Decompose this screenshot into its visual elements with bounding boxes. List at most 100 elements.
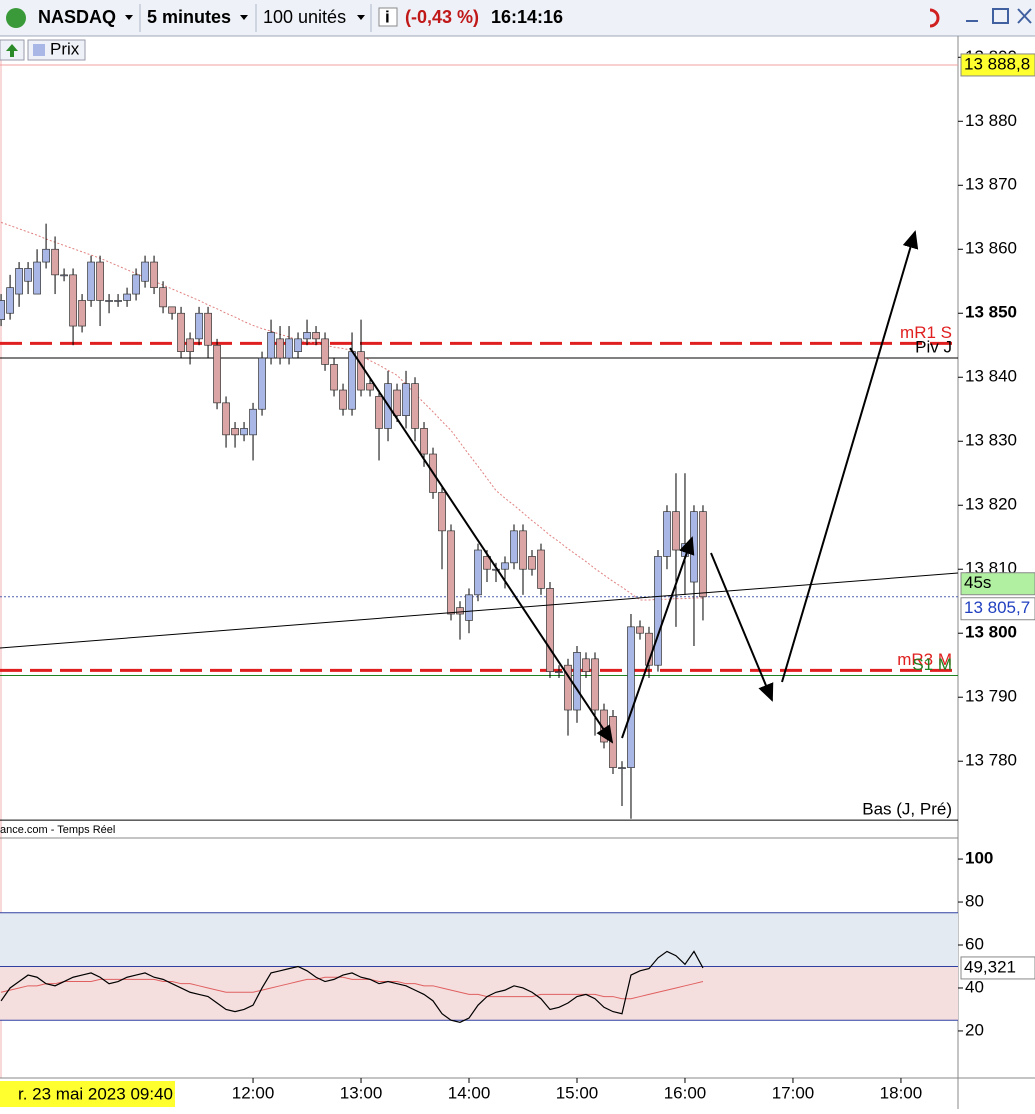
legend-label: Prix [50,39,80,58]
candle-body [537,549,545,589]
candle-body [222,402,230,436]
candle-body [627,626,635,768]
candle-body [465,594,473,621]
candle-body [447,530,455,615]
candle-body [618,767,626,769]
upper-zone [0,912,958,967]
app-icon[interactable] [6,8,26,28]
candle-body [78,300,86,327]
candle-body [528,556,536,570]
candle-body [357,351,365,391]
candle-body [105,300,113,302]
y-tick-label: 13 780 [965,751,1017,770]
y-tick-label: 40 [965,977,984,996]
info-icon[interactable] [378,7,398,27]
candle-body [87,261,95,301]
quantity[interactable]: 100 unités [263,7,346,27]
minimize[interactable] [966,20,978,22]
candle-body [690,511,698,583]
date-label: r. 23 mai 2023 09:40 [18,1084,173,1103]
candle-body [375,396,383,429]
countdown: 45s [964,573,991,592]
x-tick-label: 12:00 [232,1083,275,1102]
x-tick-label: 16:00 [664,1083,707,1102]
x-tick-label: 13:00 [340,1083,383,1102]
lower-zone [0,966,958,1021]
date-box [0,1081,175,1107]
candle-body [438,492,446,532]
candle-body [294,338,302,352]
candle-body [267,332,275,359]
arrow [781,230,919,683]
level-label: mR3 M [897,650,952,669]
rsi-tag-label: 49,321 [964,957,1016,976]
candle-body [69,274,77,327]
candle-body [546,588,554,672]
top-tag-label: 13 888,8 [964,54,1030,73]
last-price-box [960,597,1035,621]
candle-body [177,312,185,352]
candle-body [411,383,419,429]
y-tick-label: 20 [965,1020,984,1039]
candle-body [699,511,707,598]
y-tick-label: 13 880 [965,111,1017,130]
candle-body [501,562,509,570]
change: (-0,43 %) [405,7,479,27]
x-tick-label: 14:00 [448,1083,491,1102]
candle-body [0,300,5,321]
candle-body [654,556,662,666]
y-tick-label: 13 830 [965,431,1017,450]
candle-body [474,549,482,596]
candle-body [672,511,680,551]
y-tick-label: 13 860 [965,239,1017,258]
maximize[interactable] [992,8,1009,24]
close[interactable] [1017,8,1032,24]
level-label: Bas (J, Pré) [862,800,952,819]
toolbar [0,0,1035,36]
arrow [710,552,774,702]
rsi-line [0,950,704,1023]
candle-body [123,293,131,301]
candle-body [330,364,338,391]
y-tick-label: 13 850 [965,303,1017,322]
refresh-icon[interactable] [929,8,940,28]
candle-body [42,248,50,263]
candle-body [186,338,194,352]
y-tick-label: 13 790 [965,687,1017,706]
candle-body [15,268,23,295]
level-label: S1 M [912,655,952,674]
candle-body [402,383,410,416]
instrument[interactable]: NASDAQ [38,7,116,27]
top-tag [960,53,1035,77]
candle-body [168,306,176,314]
candle-body [285,338,293,359]
last-price-label: 13 805,7 [964,598,1030,617]
candle-body [420,428,428,455]
candle-body [231,428,239,436]
svg-text:i: i [385,7,390,26]
candle-body [96,261,104,301]
x-tick-label: 17:00 [772,1083,815,1102]
candle-body [564,664,572,711]
candle-body [582,658,590,672]
candle-body [483,556,491,570]
candle-body [609,716,617,768]
candle-body [663,511,671,557]
candle-body [141,261,149,282]
rsi-tag [960,956,1035,980]
interval[interactable]: 5 minutes [147,7,231,27]
x-tick-label: 18:00 [880,1083,923,1102]
watermark: ance.com - Temps Réel [0,824,115,836]
arrow [349,347,614,744]
candle-body [519,530,527,570]
y-tick-label: 13 820 [965,495,1017,514]
candle-body [573,652,581,711]
y-tick-label: 100 [965,849,993,868]
drawings [0,230,959,744]
y-tick-label: 60 [965,934,984,953]
trend-line [0,572,959,649]
candle-body [114,300,122,302]
candle-body [276,338,284,359]
candle-body [258,357,266,410]
